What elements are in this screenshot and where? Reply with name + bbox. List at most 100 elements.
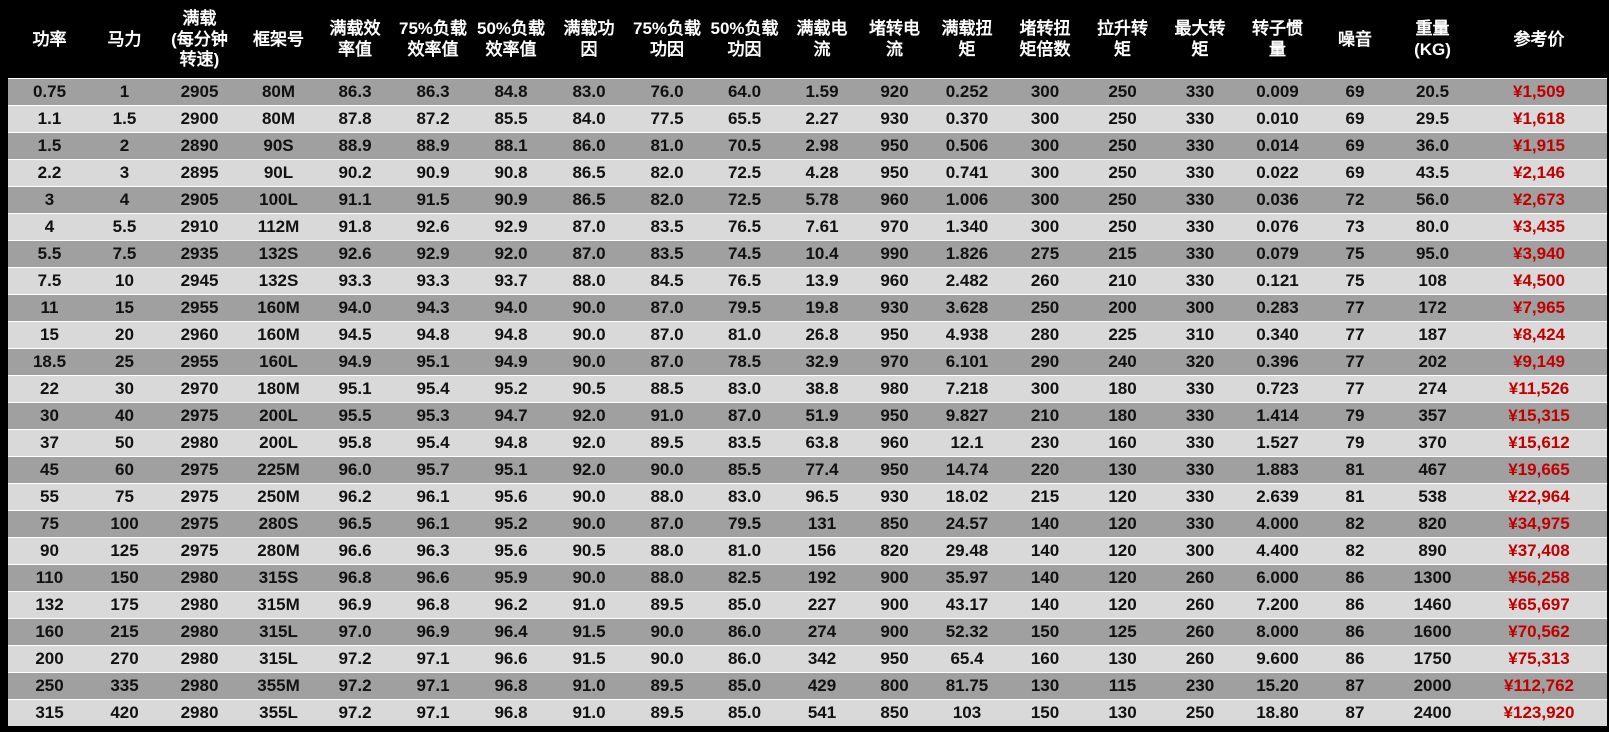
table-cell: 86.5 <box>550 159 628 187</box>
table-cell: 330 <box>1161 483 1239 511</box>
table-cell: 75 <box>8 510 91 538</box>
table-cell: 300 <box>1006 159 1084 187</box>
table-cell: 150 <box>1006 618 1084 646</box>
column-header-11: 堵转电 流 <box>861 2 928 79</box>
table-cell: 94.8 <box>394 321 472 349</box>
table-cell: 97.2 <box>316 645 394 673</box>
table-cell: 13.9 <box>783 267 861 295</box>
table-cell: 970 <box>861 348 928 376</box>
table-cell: 78.5 <box>706 348 783 376</box>
table-cell: 140 <box>1006 591 1084 619</box>
table-cell: 187 <box>1394 321 1471 349</box>
table-cell: 86 <box>1316 645 1394 673</box>
table-cell: 160M <box>241 321 316 349</box>
table-cell: 240 <box>1084 348 1161 376</box>
table-cell: 330 <box>1161 105 1239 133</box>
table-cell: 87.0 <box>628 321 706 349</box>
table-cell: 95.2 <box>472 510 550 538</box>
table-cell: 91.0 <box>550 672 628 700</box>
column-header-9: 50%负载 功因 <box>706 2 783 79</box>
table-cell: 950 <box>861 321 928 349</box>
table-cell: 96.8 <box>394 591 472 619</box>
table-cell: 86.0 <box>550 132 628 160</box>
table-cell: 92.0 <box>550 429 628 457</box>
table-cell: 180 <box>1084 402 1161 430</box>
table-cell: 9.600 <box>1239 645 1316 673</box>
table-cell: 79.5 <box>706 294 783 322</box>
table-cell: 93.7 <box>472 267 550 295</box>
table-cell: 91.0 <box>550 591 628 619</box>
table-cell: 160 <box>1084 429 1161 457</box>
table-cell: 96.8 <box>472 672 550 700</box>
table-cell: 2905 <box>158 186 241 214</box>
table-cell: 156 <box>783 537 861 565</box>
table-cell: 88.0 <box>628 564 706 592</box>
column-header-0: 功率 <box>8 2 91 79</box>
table-cell: 96.5 <box>316 510 394 538</box>
table-cell: 140 <box>1006 510 1084 538</box>
table-cell: 200 <box>8 645 91 673</box>
table-cell: 92.0 <box>550 456 628 484</box>
table-cell: 355M <box>241 672 316 700</box>
table-cell: 96.0 <box>316 456 394 484</box>
table-cell: 2955 <box>158 348 241 376</box>
table-cell: 250 <box>1161 699 1239 726</box>
table-cell: 95.3 <box>394 402 472 430</box>
table-cell: 36.0 <box>1394 132 1471 160</box>
header-row: 功率 马力 满载 (每分钟 转速) 框架号 满载效 率值 75%负载 效率值 50%负载 效… <box>8 2 1607 79</box>
table-cell: 15.20 <box>1239 672 1316 700</box>
table-cell: 130 <box>1084 699 1161 726</box>
table-cell: 80M <box>241 105 316 133</box>
table-cell: 88.5 <box>628 375 706 403</box>
table-cell: 890 <box>1394 537 1471 565</box>
table-cell: 90.0 <box>550 321 628 349</box>
table-cell: 26.8 <box>783 321 861 349</box>
table-cell: 89.5 <box>628 591 706 619</box>
table-cell: 86.5 <box>550 186 628 214</box>
price-cell: ¥15,315 <box>1471 402 1607 430</box>
table-cell: 420 <box>91 699 158 726</box>
table-cell: 250 <box>8 672 91 700</box>
table-cell: 19.8 <box>783 294 861 322</box>
price-cell: ¥1,618 <box>1471 105 1607 133</box>
table-cell: 1.527 <box>1239 429 1316 457</box>
table-cell: 2980 <box>158 672 241 700</box>
table-cell: 2980 <box>158 699 241 726</box>
table-cell: 1.826 <box>928 240 1006 268</box>
table-cell: 850 <box>861 699 928 726</box>
table-cell: 290 <box>1006 348 1084 376</box>
price-cell: ¥15,612 <box>1471 429 1607 457</box>
table-cell: 200L <box>241 429 316 457</box>
table-row: 55 75 2975 250M 96.2 96.1 95.6 90.0 88.0 83.0 96.5… <box>8 483 1607 511</box>
table-cell: 132S <box>241 267 316 295</box>
table-cell: 84.8 <box>472 78 550 106</box>
table-cell: 250 <box>1084 213 1161 241</box>
table-cell: 72 <box>1316 186 1394 214</box>
table-cell: 2960 <box>158 321 241 349</box>
table-cell: 87.8 <box>316 105 394 133</box>
table-cell: 91.5 <box>550 645 628 673</box>
table-cell: 77 <box>1316 321 1394 349</box>
table-cell: 820 <box>1394 510 1471 538</box>
table-cell: 97.1 <box>394 699 472 726</box>
table-cell: 95.0 <box>1394 240 1471 268</box>
table-cell: 82.0 <box>628 186 706 214</box>
table-cell: 0.396 <box>1239 348 1316 376</box>
table-cell: 160M <box>241 294 316 322</box>
table-cell: 2400 <box>1394 699 1471 726</box>
table-cell: 70.5 <box>706 132 783 160</box>
column-header-18: 重量 (KG) <box>1394 2 1471 79</box>
table-cell: 83.0 <box>706 483 783 511</box>
table-cell: 86.0 <box>706 618 783 646</box>
table-cell: 2900 <box>158 105 241 133</box>
table-cell: 80.0 <box>1394 213 1471 241</box>
table-cell: 2895 <box>158 159 241 187</box>
table-cell: 1.5 <box>91 105 158 133</box>
table-cell: 94.0 <box>316 294 394 322</box>
table-cell: 4.000 <box>1239 510 1316 538</box>
table-cell: 130 <box>1084 645 1161 673</box>
table-cell: 69 <box>1316 78 1394 106</box>
table-cell: 91.1 <box>316 186 394 214</box>
table-cell: 900 <box>861 591 928 619</box>
table-cell: 4.400 <box>1239 537 1316 565</box>
